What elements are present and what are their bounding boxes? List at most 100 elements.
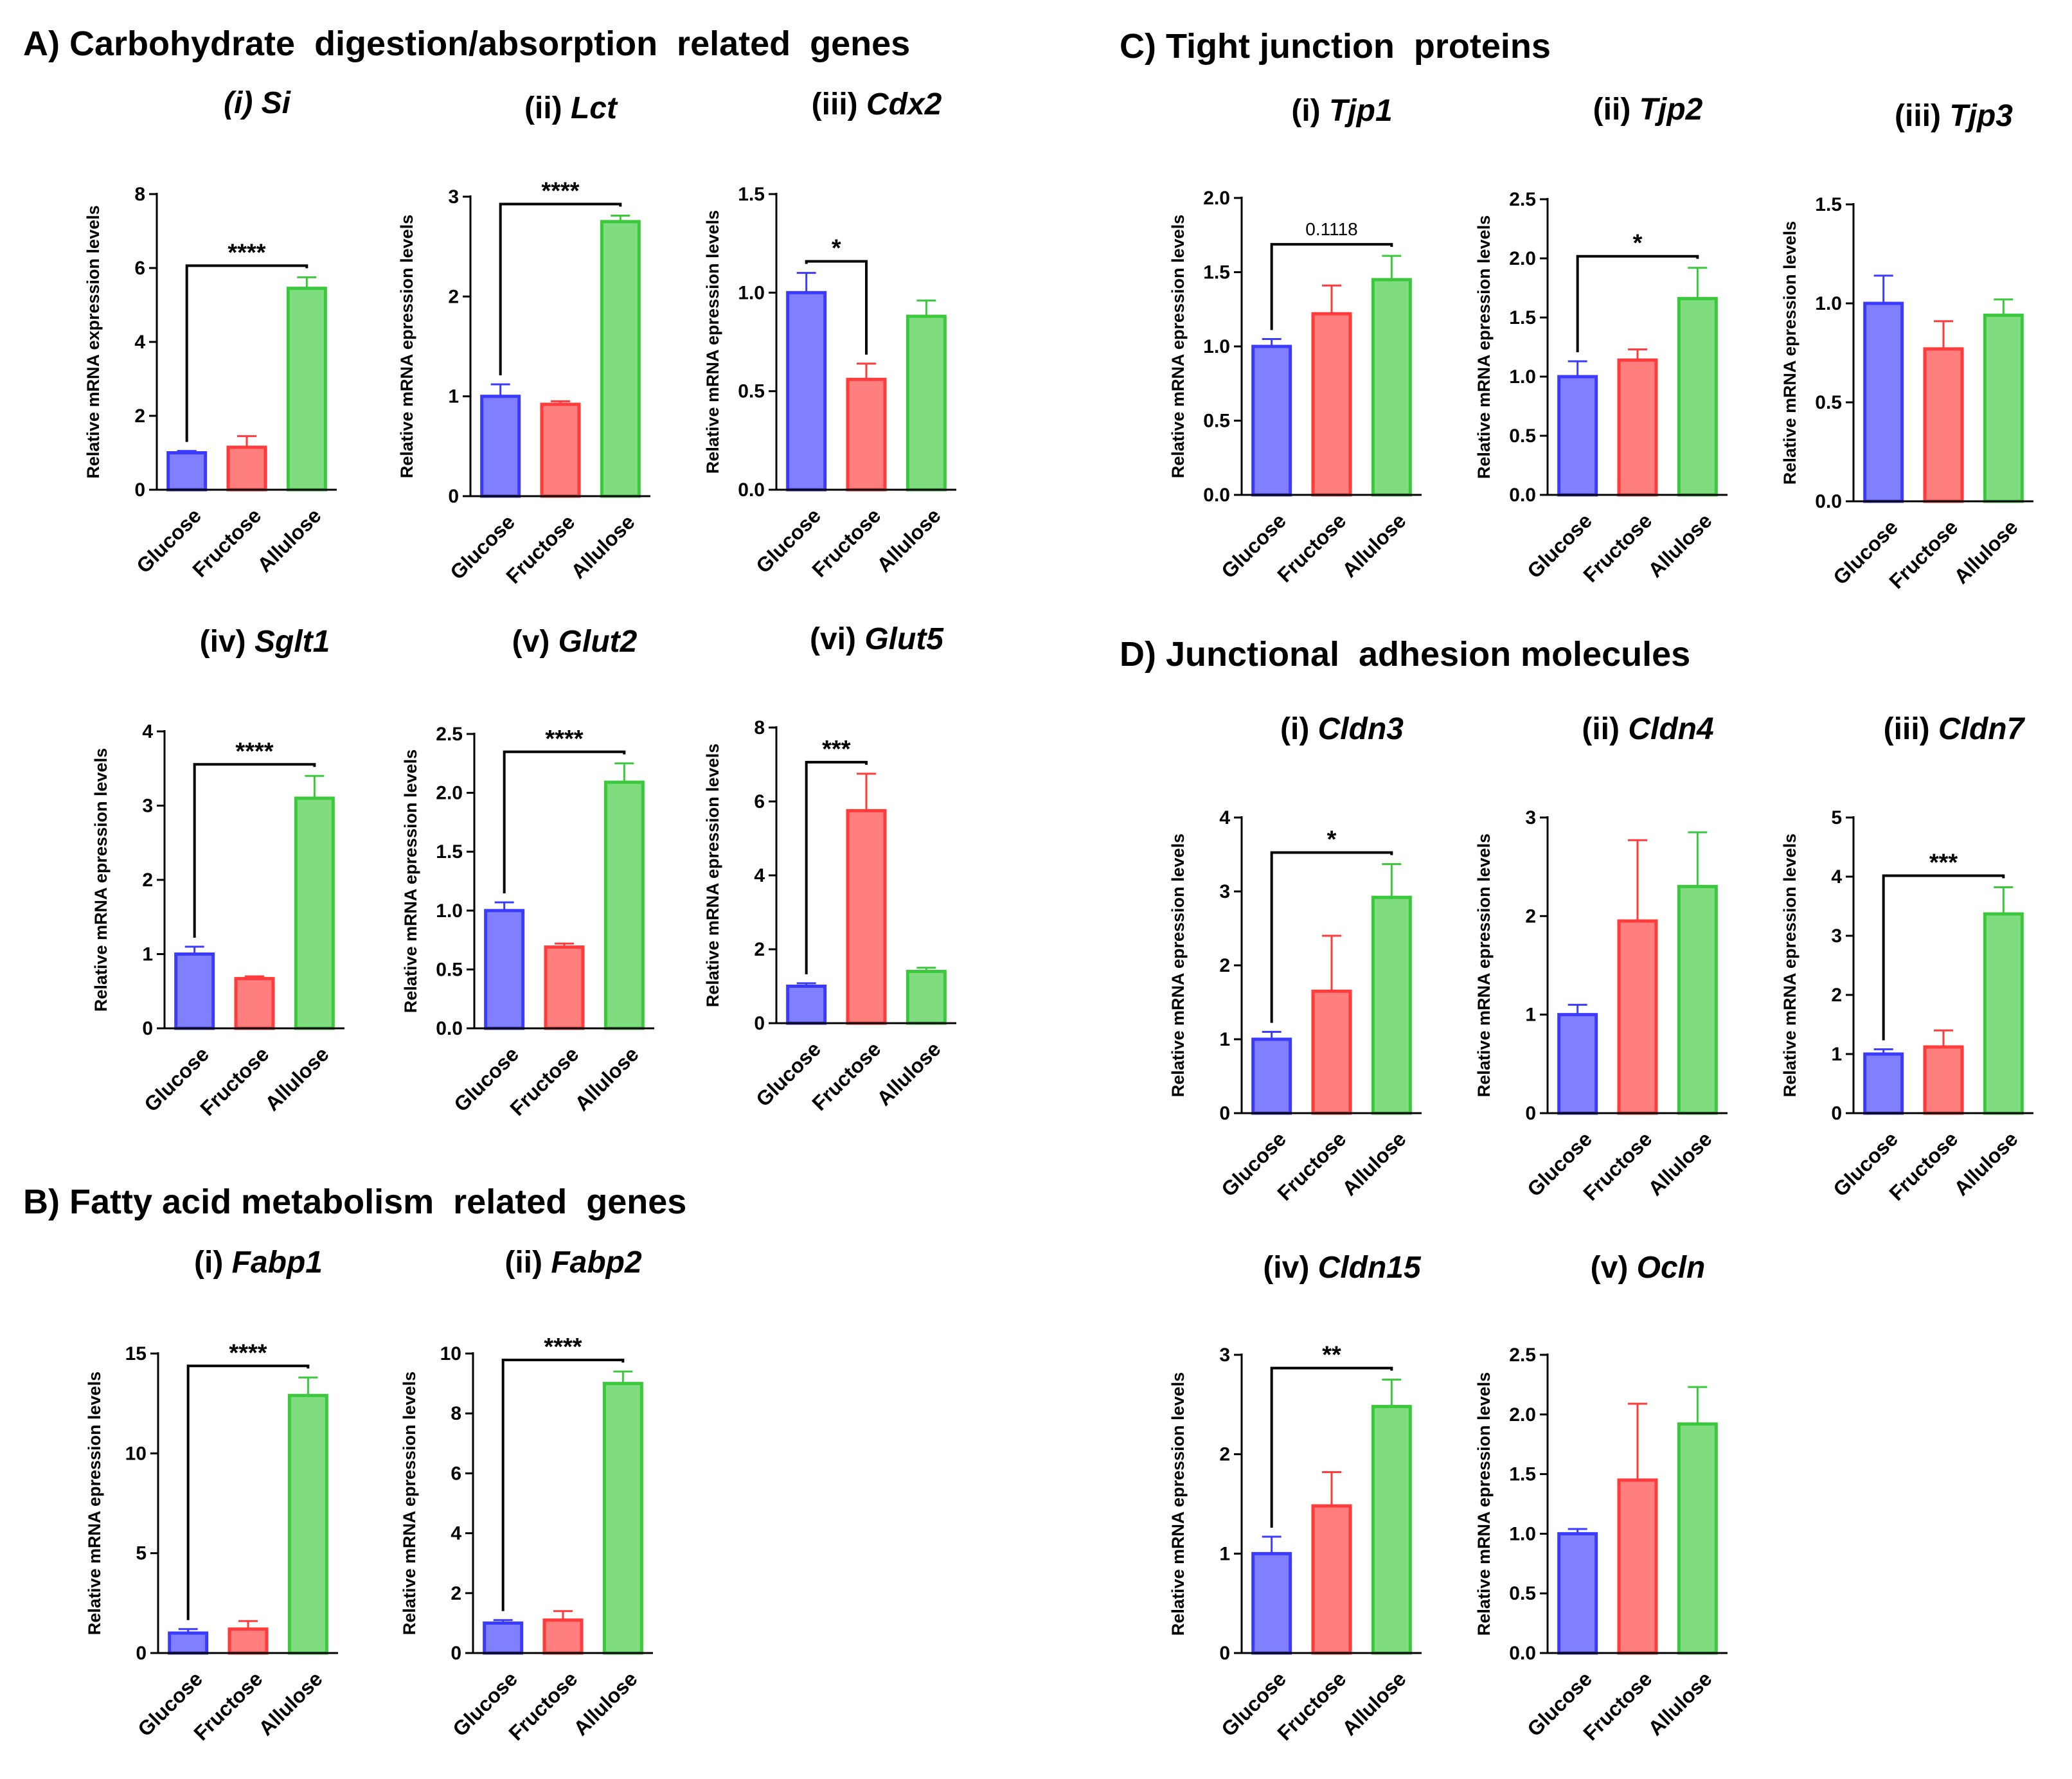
y-tick-label: 0 xyxy=(754,1013,765,1034)
chart-title-number: (v) xyxy=(1591,1251,1637,1285)
bar-fructose xyxy=(846,377,887,492)
significance-bracket xyxy=(805,760,868,974)
significance-label: **** xyxy=(229,1339,267,1366)
significance-label: 0.1118 xyxy=(1305,219,1357,239)
x-tick-label: Allulose xyxy=(1643,1667,1716,1740)
significance-bracket xyxy=(1270,243,1393,330)
bar-glucose xyxy=(1557,375,1598,497)
bar-fructose xyxy=(1311,312,1352,497)
significance-label: **** xyxy=(541,178,579,205)
y-tick-label: 0 xyxy=(451,1643,461,1664)
chart-title: (v) Ocln xyxy=(1591,1251,1706,1285)
x-tick-label: Allulose xyxy=(1337,1667,1410,1740)
bar-allulose xyxy=(1677,297,1718,497)
x-tick-label: Allulose xyxy=(1949,1127,2022,1200)
chart-title: (ii) Lct xyxy=(524,91,618,125)
y-tick-label: 0.0 xyxy=(1509,1643,1536,1664)
y-tick-label: 6 xyxy=(754,791,765,812)
y-tick-label: 0.5 xyxy=(738,381,765,402)
y-axis-title: Relative mRNA epression levels xyxy=(703,744,722,1007)
bar-allulose xyxy=(1371,278,1412,497)
bar-fructose xyxy=(1311,1504,1352,1655)
y-tick-label: 1 xyxy=(142,944,153,965)
bar-fructose xyxy=(544,945,585,1030)
y-tick-label: 2 xyxy=(448,286,459,307)
y-tick-label: 15 xyxy=(125,1343,147,1364)
bar-allulose xyxy=(286,287,327,492)
y-axis-title: Relative mRNA epression levels xyxy=(703,210,722,474)
y-tick-label: 1 xyxy=(1831,1044,1842,1065)
y-tick-label: 3 xyxy=(448,186,459,208)
bar-fructose xyxy=(226,445,267,492)
y-axis-title: Relative mRNA epression levels xyxy=(1474,834,1494,1097)
y-axis-title: Relative mRNA epression levels xyxy=(1474,1372,1494,1636)
chart-title-number: (iv) xyxy=(1263,1251,1317,1285)
y-tick-label: 1.0 xyxy=(738,282,765,303)
x-tick-label: Allulose xyxy=(872,504,945,577)
chart-title: (vi) Glut5 xyxy=(810,622,944,656)
y-tick-label: 1.5 xyxy=(1815,194,1842,215)
bar-allulose xyxy=(1677,1422,1718,1655)
chart-title: (iv) Sglt1 xyxy=(200,625,330,659)
x-tick-label: Allulose xyxy=(1337,509,1410,582)
y-tick-label: 1 xyxy=(1525,1005,1536,1026)
y-tick-label: 6 xyxy=(451,1463,461,1484)
bar-glucose xyxy=(1863,301,1904,503)
y-tick-label: 0.0 xyxy=(738,479,765,501)
y-tick-label: 1 xyxy=(448,386,459,407)
bar-fructose xyxy=(1617,1478,1658,1655)
y-tick-label: 3 xyxy=(1219,881,1230,902)
chart-title-gene: Cldn7 xyxy=(1938,712,2026,746)
bar-allulose xyxy=(1983,313,2024,503)
y-tick-label: 0.5 xyxy=(1203,411,1230,432)
bar-fructose xyxy=(1311,989,1352,1115)
significance-label: * xyxy=(832,235,841,262)
bar-glucose xyxy=(1863,1052,1904,1115)
chart-title-number: (iv) xyxy=(200,625,255,659)
bar-glucose xyxy=(174,952,215,1030)
bar-glucose xyxy=(168,1631,209,1655)
chart-a-vi: (vi) Glut5 0 2 4 6 8 Relative mRNA epression l… xyxy=(703,622,956,1115)
chart-title: (v) Glut2 xyxy=(512,625,638,659)
y-tick-label: 2.0 xyxy=(1509,248,1536,269)
significance-label: *** xyxy=(822,736,851,763)
chart-c-i: (i) Tjp1 0.0 0.5 1.0 1.5 2.0 Relative mRNA epr… xyxy=(1168,94,1422,587)
x-tick-label: Allulose xyxy=(254,1667,326,1740)
significance-bracket xyxy=(1576,255,1699,353)
bar-glucose xyxy=(166,451,208,492)
significance-bracket xyxy=(193,763,316,938)
y-tick-label: 10 xyxy=(440,1343,461,1364)
bar-allulose xyxy=(600,220,641,498)
chart-title-number: (v) xyxy=(512,625,558,659)
y-tick-label: 6 xyxy=(134,258,145,279)
significance-bracket xyxy=(501,1358,625,1611)
y-tick-label: 1.0 xyxy=(436,900,463,922)
bar-fructose xyxy=(1617,358,1658,497)
chart-title-gene: Glut2 xyxy=(558,625,638,659)
chart-title-gene: Cldn3 xyxy=(1318,712,1404,746)
y-tick-label: 0 xyxy=(1219,1103,1230,1124)
bar-allulose xyxy=(1983,912,2024,1115)
x-tick-label: Allulose xyxy=(253,504,325,577)
chart-c-ii: (ii) Tjp2 0.0 0.5 1.0 1.5 2.0 2.5 Relative mRNA… xyxy=(1474,93,1728,587)
y-axis-title: Relative mRNA epression levels xyxy=(1780,834,1800,1097)
chart-title-number: (ii) xyxy=(1593,93,1639,127)
bar-fructose xyxy=(1617,919,1658,1115)
significance-label: **** xyxy=(228,239,265,266)
bar-allulose xyxy=(602,1382,643,1655)
chart-title: (iii) Cldn7 xyxy=(1884,712,2026,746)
significance-bracket xyxy=(805,260,868,355)
y-axis-title: Relative mRNA epression levels xyxy=(397,215,416,478)
chart-d-ii: (ii) Cldn4 0 1 2 3 Relative mRNA epression le… xyxy=(1474,712,1728,1205)
y-tick-label: 0 xyxy=(142,1018,153,1039)
chart-title-number: (iii) xyxy=(812,87,866,121)
y-tick-label: 1.0 xyxy=(1509,366,1536,388)
chart-title: (iv) Cldn15 xyxy=(1263,1251,1422,1285)
bar-fructose xyxy=(542,1618,584,1655)
chart-title: (i) Tjp1 xyxy=(1291,94,1392,128)
bar-glucose xyxy=(484,909,525,1030)
y-tick-label: 2 xyxy=(134,406,145,427)
y-axis-title: Relative mRNA epression levels xyxy=(1168,834,1188,1097)
y-tick-label: 1.5 xyxy=(1203,262,1230,283)
